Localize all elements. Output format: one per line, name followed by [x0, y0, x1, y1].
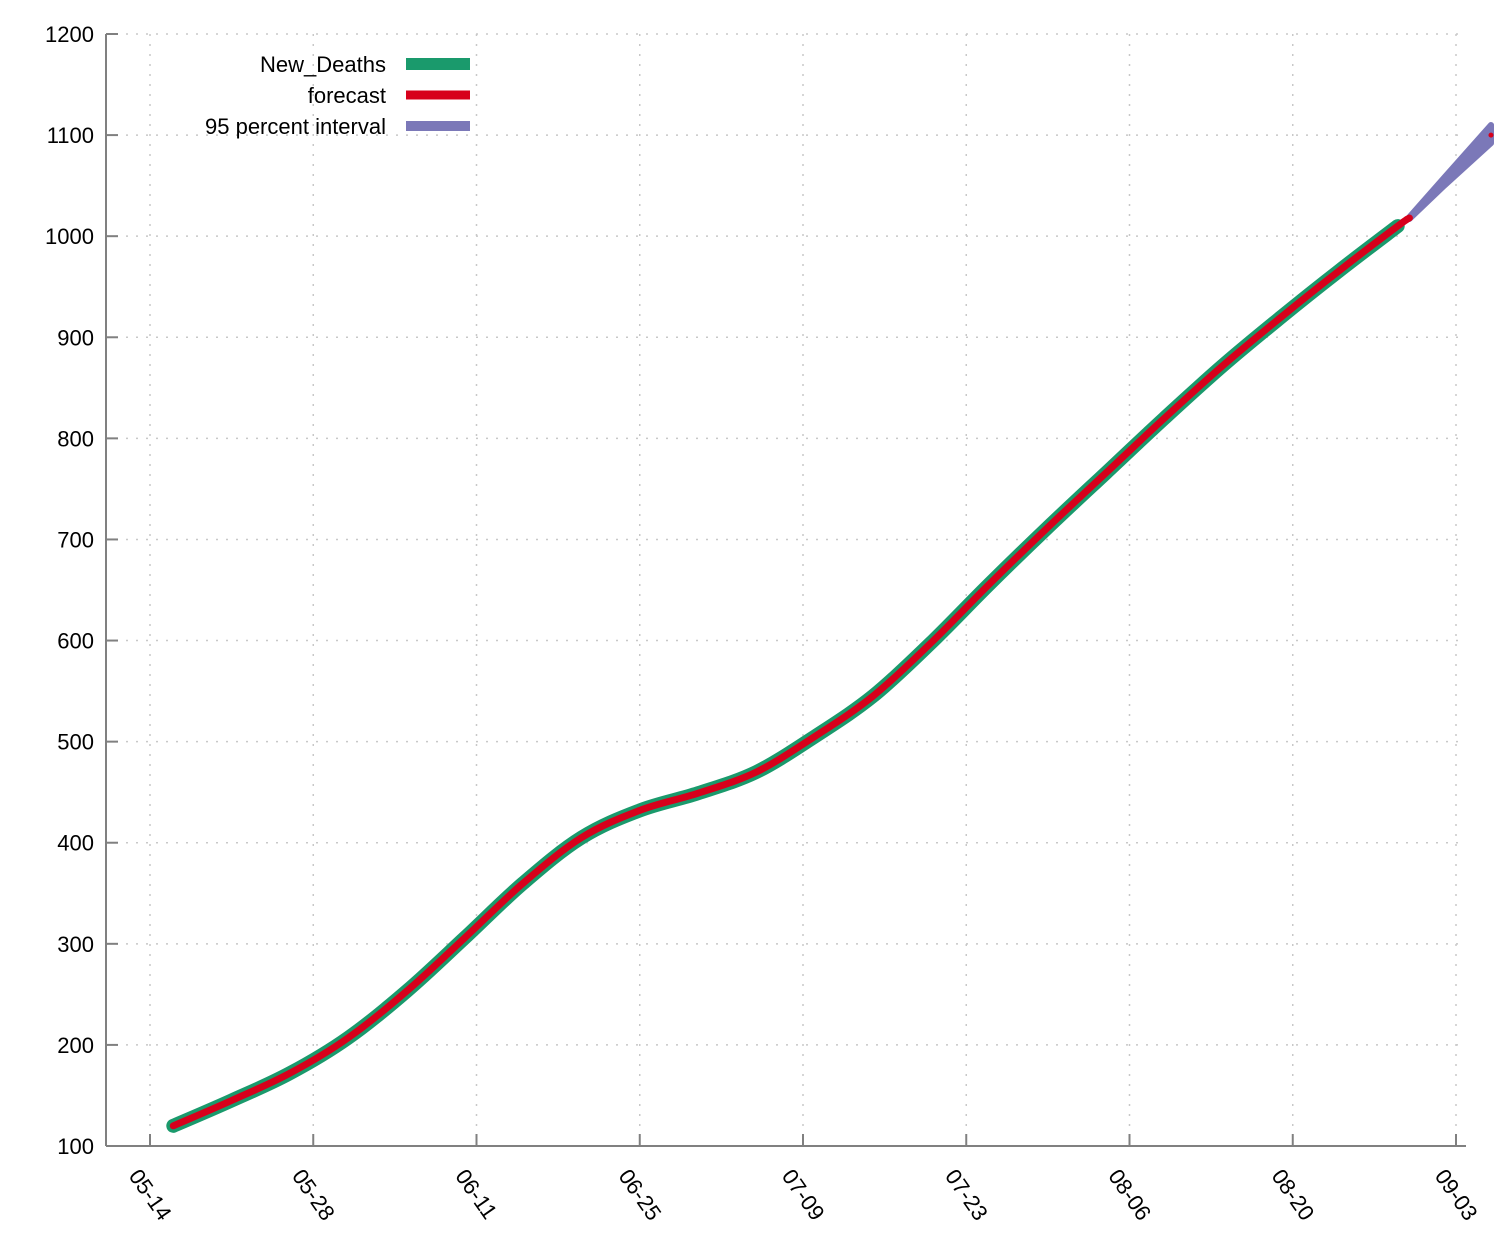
x-tick-label: 05-28: [287, 1165, 340, 1225]
y-tick-label: 900: [57, 325, 94, 350]
y-tick-label: 500: [57, 730, 94, 755]
x-tick-label: 09-03: [1430, 1165, 1483, 1225]
x-tick-label: 08-06: [1103, 1165, 1156, 1225]
x-tick-label: 05-14: [124, 1165, 177, 1225]
legend-label-new-deaths: New_Deaths: [260, 52, 386, 77]
x-tick-label: 07-09: [777, 1165, 830, 1225]
legend: New_Deaths forecast 95 percent interval: [205, 52, 470, 139]
x-tick-label: 07-23: [940, 1165, 993, 1225]
legend-label-forecast: forecast: [308, 83, 386, 108]
y-tick-label: 400: [57, 831, 94, 856]
x-tick-label: 08-20: [1267, 1165, 1320, 1225]
x-tick-label: 06-11: [450, 1165, 502, 1224]
y-tick-label: 1000: [45, 224, 94, 249]
y-tick-label: 100: [57, 1134, 94, 1159]
y-tick-label: 1200: [45, 22, 94, 47]
y-tick-label: 700: [57, 527, 94, 552]
y-tick-label: 800: [57, 426, 94, 451]
legend-label-interval: 95 percent interval: [205, 114, 386, 139]
forecast-end-point: [1488, 132, 1494, 138]
y-tick-label: 1100: [47, 123, 94, 148]
grid: [106, 33, 1466, 1146]
forecast-line: [169, 214, 1413, 1130]
y-tick-label: 600: [57, 629, 94, 654]
series-layer: [166, 122, 1494, 1133]
x-tick-label: 06-25: [614, 1165, 667, 1225]
y-tick-label: 200: [57, 1033, 94, 1058]
new-deaths-line: [166, 219, 1405, 1133]
y-tick-label: 300: [57, 932, 94, 957]
interval-band: [1406, 122, 1494, 222]
